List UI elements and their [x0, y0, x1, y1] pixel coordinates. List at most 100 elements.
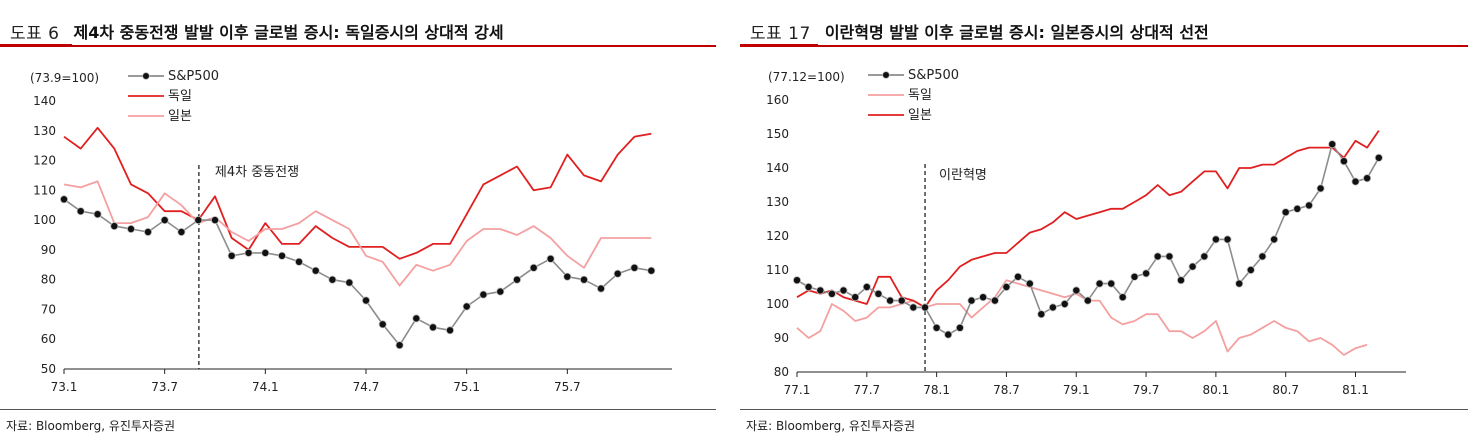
data-point [955, 323, 964, 332]
data-point [529, 263, 538, 272]
data-point [1095, 279, 1104, 288]
event-label: 이란혁명 [939, 168, 987, 183]
data-point [60, 195, 69, 204]
data-point [127, 224, 136, 233]
data-point [647, 266, 656, 275]
panel-figure-17: 도표 17 이란혁명 발발 이후 글로벌 증시: 일본증시의 상대적 선전 (7… [740, 0, 1470, 446]
legend-label: S&P500 [908, 68, 959, 83]
data-point [897, 296, 906, 305]
y-tick-label: 60 [41, 332, 56, 346]
legend-label: 독일 [168, 89, 192, 104]
data-point [1142, 269, 1151, 278]
data-point [816, 286, 825, 295]
x-tick-label: 78.7 [993, 383, 1020, 397]
data-point [1200, 252, 1209, 261]
y-tick-label: 140 [33, 94, 56, 108]
data-point [1235, 279, 1244, 288]
data-point [311, 266, 320, 275]
panel-header: 도표 6 제4차 중동전쟁 발발 이후 글로벌 증시: 독일증시의 상대적 강세 [10, 18, 504, 44]
data-point [1072, 286, 1081, 295]
x-tick-label: 74.7 [353, 380, 380, 394]
x-tick-label: 80.7 [1272, 383, 1299, 397]
data-point [1107, 279, 1116, 288]
data-point [345, 278, 354, 287]
source-note: 자료: Bloomberg, 유진투자증권 [6, 419, 176, 433]
legend-label: S&P500 [168, 69, 219, 84]
data-point [1363, 174, 1372, 183]
header-rule [740, 45, 1468, 47]
data-point [1305, 201, 1314, 210]
data-point [227, 251, 236, 260]
data-point [1246, 265, 1255, 274]
chart-figure-17: (77.12=100) 80 90 100 110 120 130 140 150 160 77.1… [766, 68, 1406, 397]
data-point [462, 302, 471, 311]
data-point [546, 254, 555, 263]
event-label: 제4차 중동전쟁 [215, 165, 299, 180]
data-point [428, 323, 437, 332]
y-tick-label: 120 [766, 229, 789, 243]
x-tick-label: 79.1 [1063, 383, 1090, 397]
x-tick-label: 80.1 [1203, 383, 1230, 397]
data-point [944, 330, 953, 339]
data-point [839, 286, 848, 295]
data-point [851, 293, 860, 302]
legend-label: 일본 [168, 109, 192, 124]
data-point [1153, 252, 1162, 261]
data-point [1165, 252, 1174, 261]
panel-figure-6: 도표 6 제4차 중동전쟁 발발 이후 글로벌 증시: 독일증시의 상대적 강세… [0, 0, 716, 446]
x-tick-label: 77.1 [784, 383, 811, 397]
data-point [1037, 310, 1046, 319]
y-tick-label: 50 [41, 362, 56, 376]
header-rule-accent [0, 44, 72, 47]
data-point [804, 282, 813, 291]
series-line-독일 [796, 279, 1368, 356]
header-rule-accent [740, 44, 818, 47]
y-tick-label: 80 [41, 273, 56, 287]
figure-number: 도표 17 [750, 23, 811, 44]
y-tick-label: 160 [766, 93, 789, 107]
data-point [1013, 272, 1022, 281]
header-rule [0, 45, 716, 47]
data-point [862, 282, 871, 291]
data-point [244, 248, 253, 257]
data-point [412, 314, 421, 323]
data-point [886, 296, 895, 305]
data-point [361, 296, 370, 305]
data-point [513, 275, 522, 284]
data-point [261, 248, 270, 257]
y-tick-label: 110 [766, 263, 789, 277]
data-point [979, 293, 988, 302]
data-point [1130, 272, 1139, 281]
data-point [1293, 204, 1302, 213]
panel-header: 도표 17 이란혁명 발발 이후 글로벌 증시: 일본증시의 상대적 선전 [750, 18, 1209, 44]
series-line-독일 [63, 126, 652, 260]
data-point [932, 323, 941, 332]
legend-label: 독일 [908, 88, 932, 103]
y-tick-label: 70 [41, 302, 56, 316]
data-point [580, 275, 589, 284]
x-tick-label: 74.1 [252, 380, 279, 394]
data-point [294, 257, 303, 266]
y-tick-label: 90 [41, 243, 56, 257]
y-tick-label: 130 [33, 124, 56, 138]
data-point [93, 210, 102, 219]
data-point [1211, 235, 1220, 244]
data-point [920, 303, 929, 312]
data-point [1281, 208, 1290, 217]
data-point [143, 227, 152, 236]
data-point [793, 276, 802, 285]
unit-label: (77.12=100) [768, 70, 845, 84]
x-tick-label: 73.7 [151, 380, 178, 394]
figure-number: 도표 6 [10, 23, 60, 44]
y-tick-label: 100 [766, 297, 789, 311]
data-point [210, 216, 219, 225]
data-point [909, 303, 918, 312]
data-point [328, 275, 337, 284]
data-point [194, 216, 203, 225]
data-point [1176, 276, 1185, 285]
source-note: 자료: Bloomberg, 유진투자증권 [746, 419, 916, 433]
footer-rule [0, 409, 716, 410]
data-point [1188, 262, 1197, 271]
data-point [1258, 252, 1267, 261]
y-tick-label: 110 [33, 183, 56, 197]
